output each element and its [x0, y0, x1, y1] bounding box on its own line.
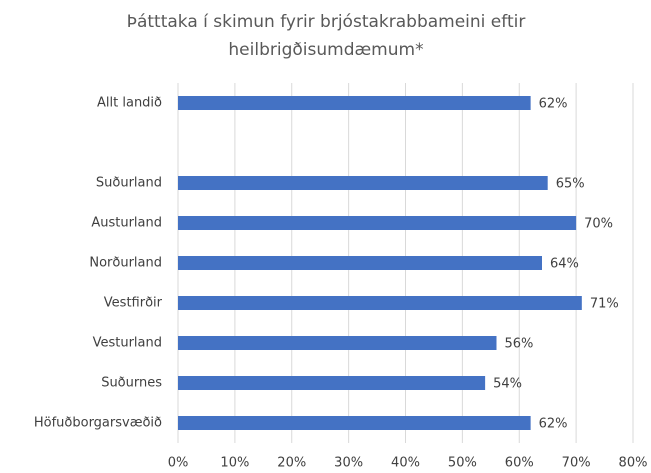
data-label: 70%: [584, 217, 613, 232]
y-tick-label: Suðurnes: [101, 376, 162, 391]
bar: [178, 176, 548, 190]
x-tick-label: 20%: [277, 456, 306, 471]
bar: [178, 416, 531, 430]
x-tick-label: 80%: [619, 456, 648, 471]
bar: [178, 256, 542, 270]
x-tick-label: 30%: [334, 456, 363, 471]
data-label: 65%: [556, 177, 585, 192]
data-label: 64%: [550, 257, 579, 272]
bar: [178, 336, 497, 350]
chart-title: Þátttaka í skimun fyrir brjóstakrabbamei…: [127, 12, 526, 32]
x-tick-label: 10%: [220, 456, 249, 471]
x-tick-label: 0%: [168, 456, 189, 471]
y-tick-label: Suðurland: [96, 176, 162, 191]
x-tick-label: 50%: [448, 456, 477, 471]
y-tick-label: Vestfirðir: [104, 296, 163, 311]
bar: [178, 376, 486, 390]
y-tick-label: Höfuðborgarsvæðið: [34, 416, 162, 431]
y-tick-label: Austurland: [91, 216, 162, 231]
data-label: 71%: [590, 297, 619, 312]
x-tick-label: 70%: [562, 456, 591, 471]
y-tick-label: Allt landið: [97, 96, 162, 111]
x-tick-label: 60%: [505, 456, 534, 471]
chart-title: heilbrigðisumdæmum*: [228, 40, 423, 60]
y-tick-label: Vesturland: [93, 336, 162, 351]
data-label: 54%: [493, 377, 522, 392]
data-label: 62%: [539, 97, 568, 112]
data-label: 62%: [539, 417, 568, 432]
data-label: 56%: [505, 337, 534, 352]
bar: [178, 296, 582, 310]
bar: [178, 96, 531, 110]
y-tick-label: Norðurland: [89, 256, 162, 271]
bar: [178, 216, 577, 230]
x-tick-label: 40%: [391, 456, 420, 471]
